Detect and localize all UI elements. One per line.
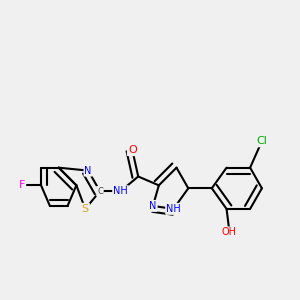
Text: Cl: Cl	[256, 136, 267, 146]
Text: N: N	[149, 201, 157, 211]
Text: OH: OH	[222, 227, 237, 237]
Text: O: O	[128, 145, 137, 155]
Text: N: N	[85, 166, 92, 176]
Text: NH: NH	[166, 204, 181, 214]
Text: C: C	[97, 187, 103, 196]
Text: S: S	[82, 204, 89, 214]
Text: NH: NH	[113, 186, 128, 196]
Text: F: F	[19, 180, 25, 190]
